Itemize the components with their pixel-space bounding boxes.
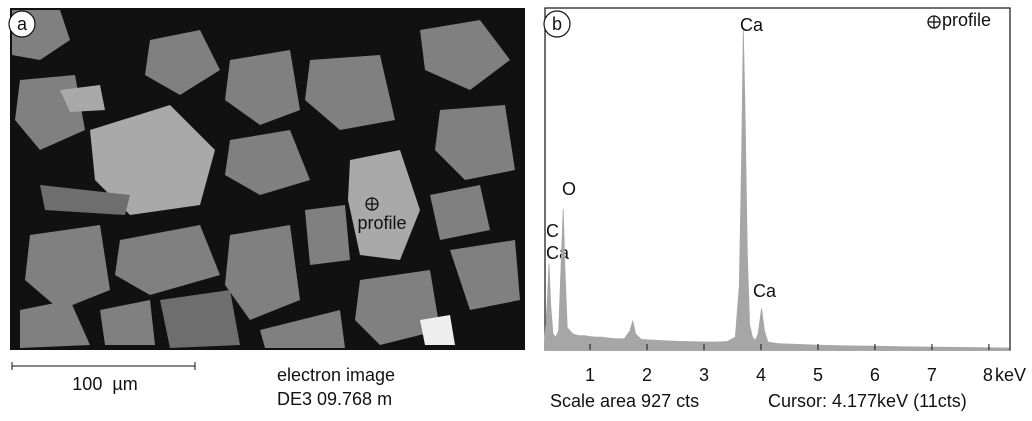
sem-image: a profile (9, 8, 525, 350)
footer: Scale area 927 cts (550, 391, 699, 411)
peak-label: O (562, 179, 576, 199)
peak-label: C (546, 221, 559, 241)
x-axis-label: keV (995, 365, 1026, 385)
caption: electron image (277, 365, 395, 385)
x-tick-label: 6 (870, 365, 880, 385)
footer: Cursor: 4.177keV (11cts) (768, 391, 967, 411)
x-tick-label: 4 (756, 365, 766, 385)
x-tick-label: 8 (983, 365, 993, 385)
x-tick-label: 1 (585, 365, 595, 385)
peak-label: Ca (753, 281, 777, 301)
x-tick-label: 5 (813, 365, 823, 385)
panel-label: a (17, 14, 28, 34)
peak-label: Ca (546, 243, 570, 263)
figure: a profile 100 µm electron image DE3 09.7… (0, 0, 1032, 416)
plot-frame (545, 8, 1010, 350)
x-tick-label: 3 (699, 365, 709, 385)
caption: DE3 09.768 m (277, 389, 392, 409)
x-tick-label: 2 (642, 365, 652, 385)
spectrum (544, 30, 1008, 350)
scale-bar: 100 µm (12, 362, 195, 394)
legend-label: profile (942, 10, 991, 30)
panel-label: b (552, 14, 562, 34)
scale-label: 100 µm (72, 374, 137, 394)
marker-label: profile (357, 213, 406, 233)
x-tick-label: 7 (927, 365, 937, 385)
